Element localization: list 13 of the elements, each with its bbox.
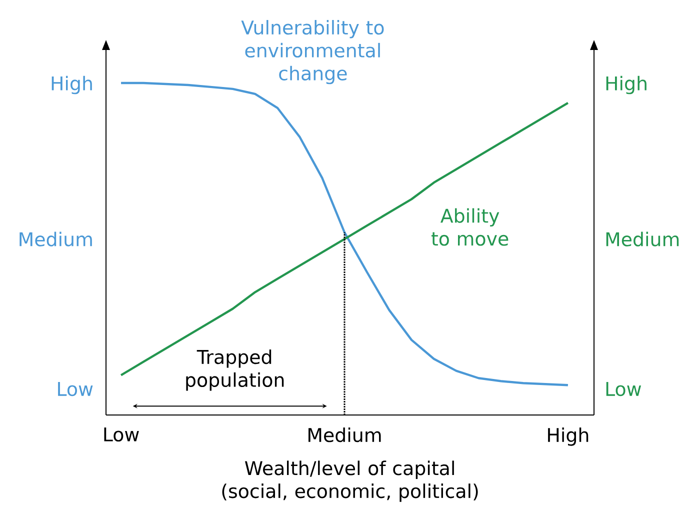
series-label: Ability to move [431,208,508,246]
series-label: Vulnerability to environmental change [241,20,384,84]
x-tick-label: Medium [308,428,381,442]
x-tick-label: Low [104,427,139,442]
text: Low [606,382,642,396]
x-axis-title: Wealth/level of capital (social, economic, political) [222,460,478,502]
annotation: Trapped population [186,349,284,391]
text: High [52,76,92,94]
text: High [606,76,646,94]
text: Medium [20,232,92,246]
text: Low [58,382,93,396]
x-tick-label: High [548,428,588,446]
text: Medium [606,232,679,246]
